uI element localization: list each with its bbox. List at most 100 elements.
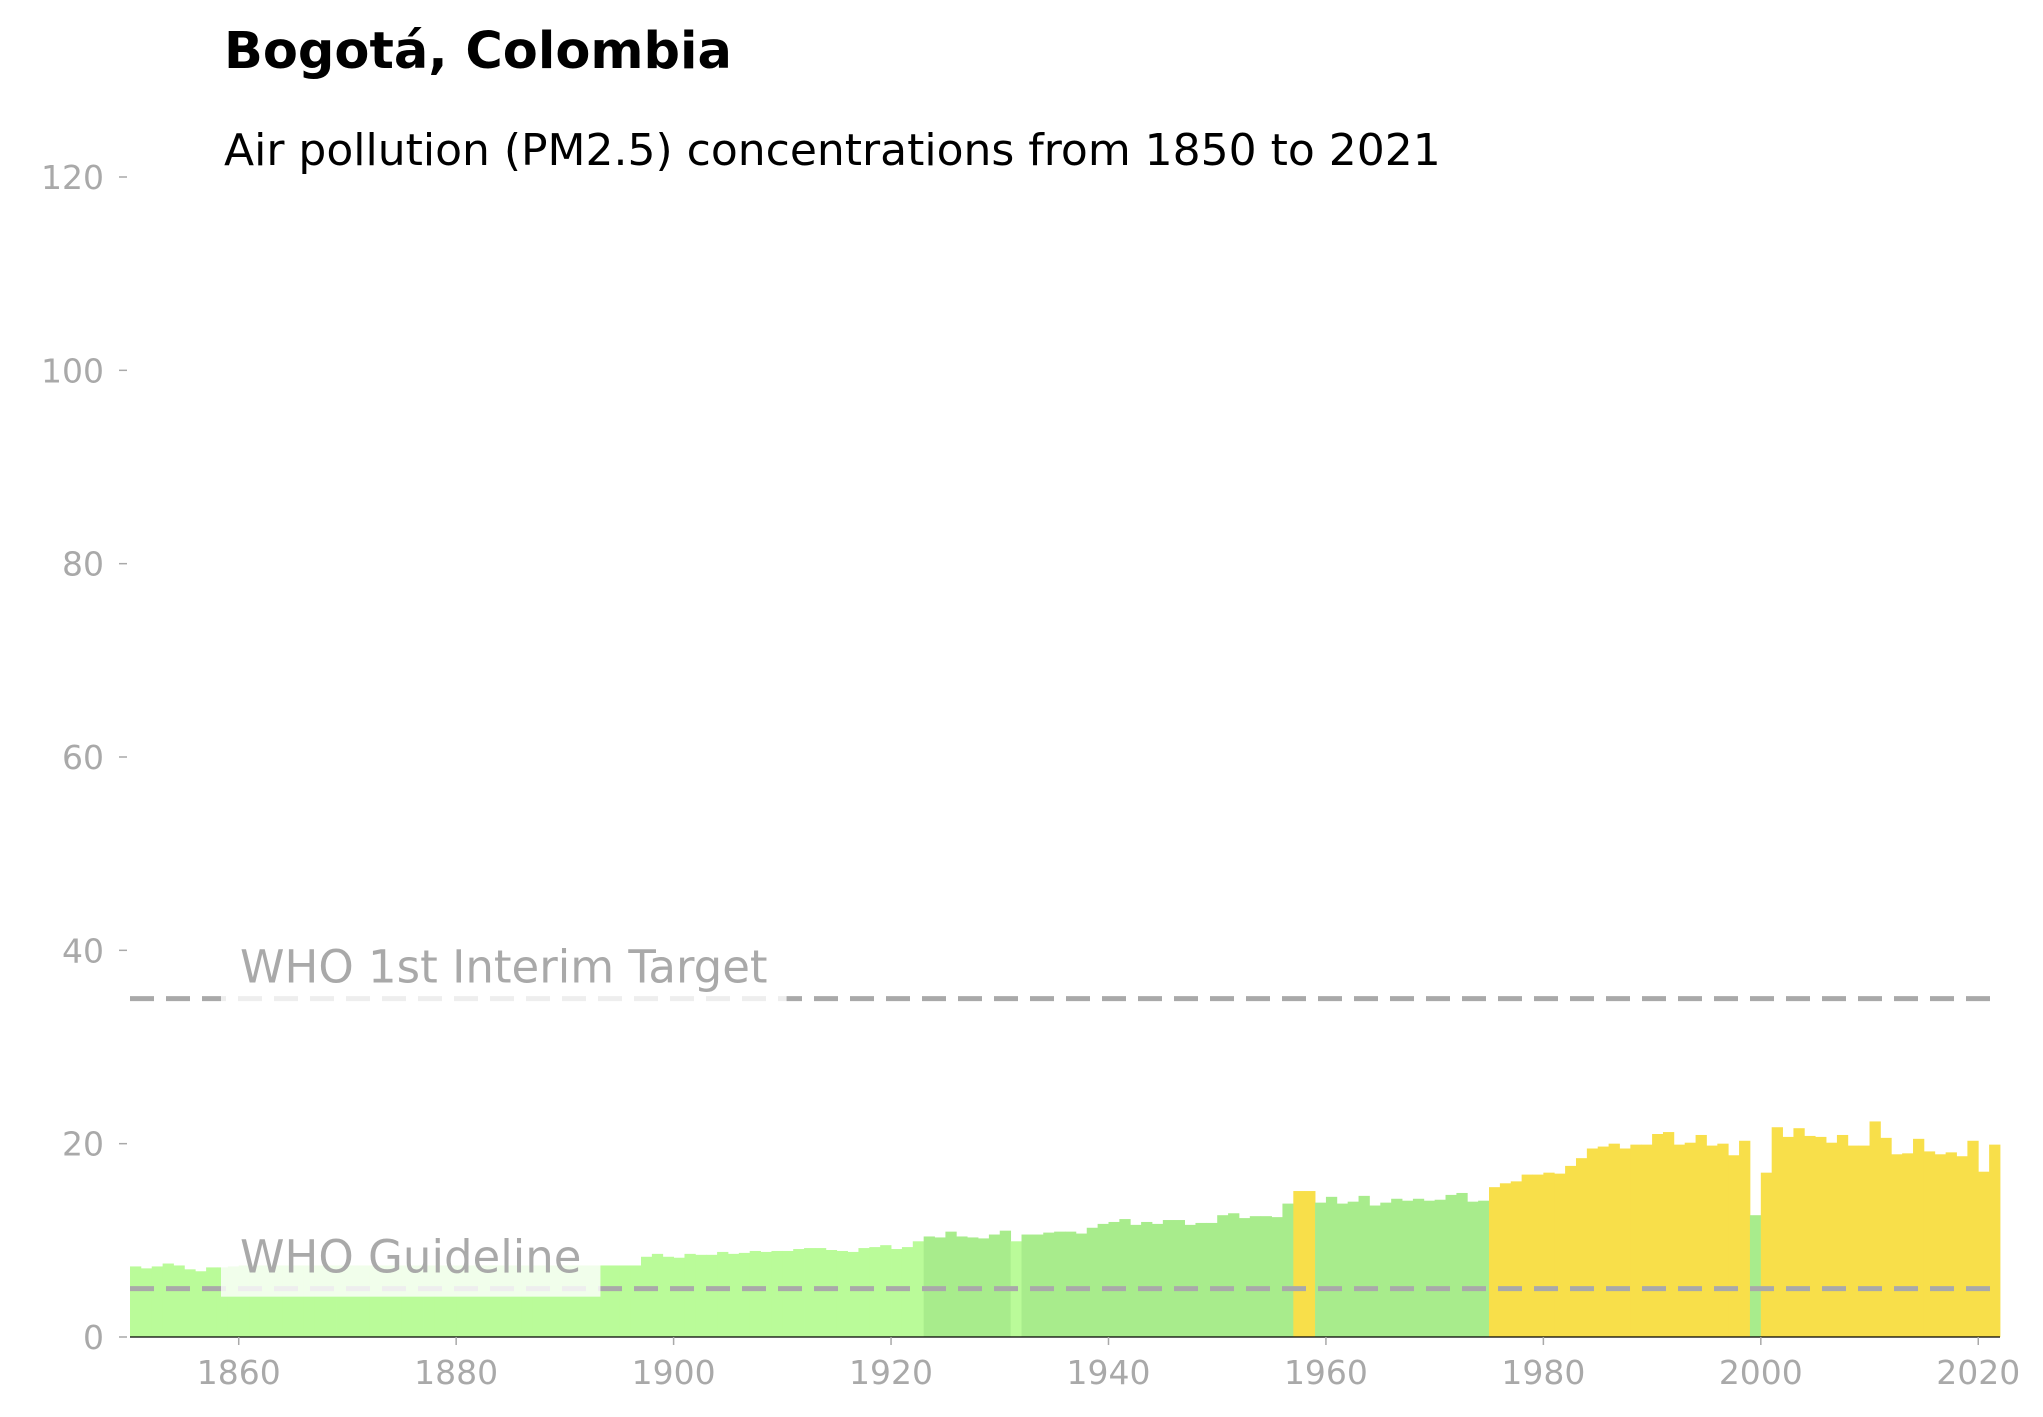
- bar: [303, 1265, 316, 1337]
- bar: [1956, 1156, 1968, 1337]
- bar: [1130, 1224, 1142, 1337]
- bar: [586, 1265, 598, 1337]
- bar: [184, 1269, 196, 1337]
- bar: [1489, 1187, 1501, 1337]
- bar: [1173, 1220, 1185, 1337]
- bar: [880, 1245, 892, 1337]
- bar: [836, 1250, 848, 1337]
- bar: [1402, 1200, 1414, 1337]
- bar: [847, 1251, 859, 1337]
- bar: [260, 1265, 272, 1337]
- reference-label: WHO 1st Interim Target: [240, 941, 768, 994]
- bar: [630, 1265, 642, 1337]
- bar: [1391, 1198, 1403, 1337]
- x-tick-label: 1900: [632, 1353, 716, 1392]
- x-tick-label: 1860: [197, 1353, 281, 1392]
- x-tick-label: 2020: [1936, 1353, 2020, 1392]
- bar: [488, 1265, 501, 1337]
- bar: [1086, 1227, 1099, 1337]
- bar: [1978, 1171, 1990, 1337]
- bar: [1945, 1152, 1957, 1337]
- bar: [1521, 1174, 1533, 1337]
- bar: [1206, 1222, 1218, 1337]
- bar: [1282, 1203, 1294, 1337]
- bar: [999, 1230, 1012, 1337]
- bar: [793, 1249, 805, 1337]
- bar: [282, 1265, 294, 1337]
- bar: [771, 1250, 783, 1337]
- bar: [1434, 1199, 1446, 1337]
- bar: [358, 1265, 370, 1337]
- bar: [1347, 1201, 1359, 1337]
- bar: [619, 1265, 631, 1337]
- bar: [1543, 1172, 1555, 1337]
- bar: [1575, 1158, 1588, 1337]
- bar: [1793, 1128, 1805, 1337]
- bar: [1706, 1145, 1718, 1337]
- bar: [216, 1267, 229, 1337]
- bar: [499, 1265, 511, 1337]
- bar: [162, 1263, 174, 1337]
- bar: [1075, 1233, 1088, 1337]
- bar: [1804, 1135, 1816, 1337]
- bar: [1097, 1223, 1109, 1337]
- bar: [640, 1256, 653, 1337]
- bar: [1989, 1144, 2001, 1337]
- bar: [380, 1265, 392, 1337]
- bar: [293, 1265, 305, 1337]
- y-tick-label: 120: [41, 158, 104, 197]
- bar: [1728, 1155, 1740, 1337]
- bar: [1695, 1134, 1707, 1337]
- bar: [988, 1234, 1001, 1337]
- bar: [456, 1265, 468, 1337]
- bar: [423, 1265, 435, 1337]
- y-tick-label: 60: [62, 738, 104, 777]
- bar: [1836, 1134, 1849, 1337]
- bar: [1151, 1223, 1164, 1337]
- bar: [662, 1256, 675, 1337]
- bar: [1293, 1191, 1305, 1337]
- x-tick-label: 1940: [1066, 1353, 1150, 1392]
- bar: [1228, 1213, 1240, 1337]
- bar: [1782, 1136, 1794, 1337]
- bar: [1630, 1144, 1642, 1337]
- bar: [1880, 1137, 1892, 1337]
- bar: [1108, 1221, 1120, 1337]
- bar: [673, 1257, 685, 1337]
- bar: [1532, 1174, 1544, 1337]
- bar: [195, 1271, 207, 1337]
- bar: [1934, 1154, 1947, 1337]
- bar: [1826, 1142, 1838, 1337]
- bar: [1380, 1202, 1392, 1337]
- bar: [717, 1251, 729, 1337]
- bar: [1467, 1201, 1479, 1337]
- bar: [140, 1268, 153, 1337]
- x-tick-label: 1980: [1501, 1353, 1585, 1392]
- bar: [1412, 1198, 1425, 1337]
- bar: [325, 1265, 337, 1337]
- bar: [1119, 1219, 1131, 1337]
- bar: [1652, 1134, 1664, 1337]
- bar: [814, 1248, 827, 1337]
- bar: [891, 1249, 903, 1337]
- bar: [401, 1265, 414, 1337]
- bar: [1586, 1148, 1599, 1337]
- bar: [1717, 1143, 1729, 1337]
- bar: [271, 1265, 283, 1337]
- bar: [336, 1265, 348, 1337]
- bar: [1923, 1151, 1936, 1337]
- bar: [912, 1241, 925, 1337]
- bar: [901, 1247, 914, 1337]
- bar: [1369, 1205, 1381, 1337]
- bar: [1565, 1165, 1577, 1337]
- bar: [130, 1266, 142, 1337]
- bar: [1325, 1196, 1338, 1337]
- bar: [1673, 1144, 1686, 1337]
- bar: [434, 1265, 446, 1337]
- bar: [727, 1253, 740, 1337]
- x-tick-label: 1960: [1284, 1353, 1368, 1392]
- bar: [738, 1252, 751, 1337]
- bar: [445, 1265, 457, 1337]
- bar: [869, 1247, 881, 1337]
- bar: [1260, 1216, 1272, 1337]
